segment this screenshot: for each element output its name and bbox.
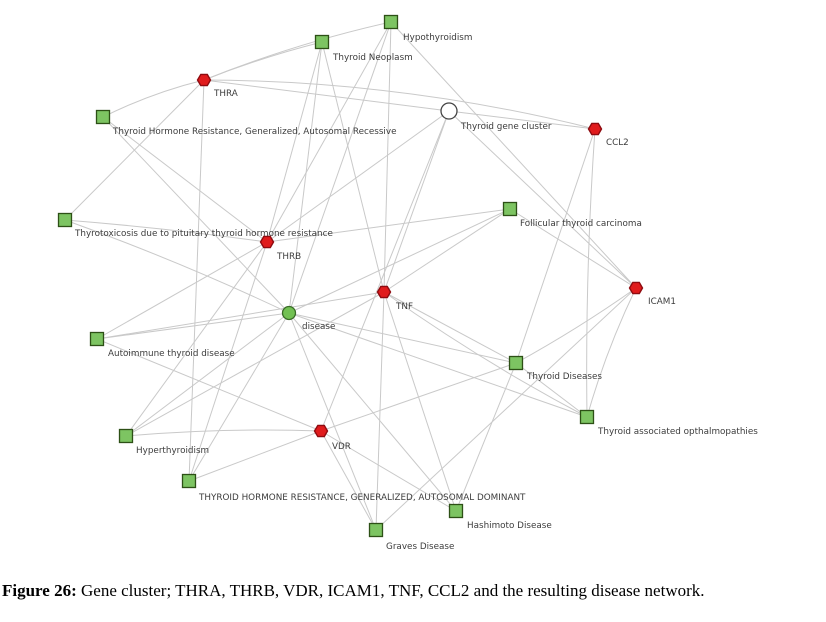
node-label-dominant: THYROID HORMONE RESISTANCE, GENERALIZED,… <box>198 493 526 503</box>
node-label-follicular: Follicular thyroid carcinoma <box>520 219 642 229</box>
edge-tnf-neoplasm <box>321 41 385 293</box>
node-label-tnf: TNF <box>395 302 413 312</box>
edge-thrb-hypothyroidism <box>266 21 392 243</box>
edge-disease-hashimoto <box>288 312 457 512</box>
node-ccl2 <box>587 122 603 136</box>
node-label-hyperthyroidism: Hyperthyroidism <box>136 446 209 456</box>
node-label-opthalmopathies: Thyroid associated opthalmopathies <box>597 427 758 437</box>
node-opthalmopathies <box>579 409 595 425</box>
edge-tnf-follicular <box>383 208 511 293</box>
edge-cluster-tnf <box>383 110 450 293</box>
edge-thrb-autoimmune <box>96 241 268 340</box>
node-label-disease: disease <box>302 322 335 332</box>
node-hyperthyroidism <box>118 428 134 444</box>
edge-thra-neoplasm <box>203 41 323 81</box>
edge-thrb-neoplasm <box>266 41 323 243</box>
node-label-cluster: Thyroid gene cluster <box>460 122 552 132</box>
edge-tnf-hashimoto <box>383 291 457 512</box>
edge-cluster-icam1 <box>448 110 637 289</box>
edge-icam1-opthalmopathies <box>586 287 637 418</box>
edge-tnf-hyperthyroidism <box>125 291 385 437</box>
edge-thra-ccl2 <box>203 79 596 130</box>
edge-ccl2-opthalmopathies <box>586 128 596 418</box>
edge-disease-graves <box>288 312 377 531</box>
edge-disease-follicular <box>288 208 511 314</box>
edge-disease-dominant <box>188 312 290 482</box>
node-label-thrb: THRB <box>276 252 301 262</box>
node-label-thra: THRA <box>213 89 238 99</box>
figure-caption-text: Gene cluster; THRA, THRB, VDR, ICAM1, TN… <box>76 581 705 600</box>
edge-vdr-graves <box>320 430 377 531</box>
edge-thrb-recessive <box>102 116 268 243</box>
edge-disease-thyroid_diseases <box>288 312 517 364</box>
node-label-autoimmune: Autoimmune thyroid disease <box>108 349 235 359</box>
node-graves <box>368 522 384 538</box>
node-cluster <box>440 102 458 120</box>
edge-cluster-ccl2 <box>448 110 596 130</box>
edge-tnf-graves <box>375 291 385 531</box>
edge-cluster-thrb <box>266 110 450 243</box>
edge-disease-recessive <box>102 116 290 314</box>
node-label-thyrotoxicosis: Thyrotoxicosis due to pituitary thyroid … <box>74 229 333 239</box>
network-svg: Hypothyroidism Thyroid Neoplasm THRA Thyroi… <box>57 14 758 552</box>
edge-disease-thyrotoxicosis <box>64 219 290 314</box>
node-thrb <box>259 235 275 249</box>
edge-thrb-thyrotoxicosis <box>64 219 268 243</box>
edge-disease-autoimmune <box>96 312 290 340</box>
edge-disease-hypothyroidism <box>288 21 392 314</box>
edge-icam1-follicular <box>509 208 637 289</box>
edge-vdr-thyroid_diseases <box>320 362 517 432</box>
node-thyroid_diseases <box>508 355 524 371</box>
edge-tnf-autoimmune <box>96 291 385 340</box>
node-follicular <box>502 201 518 217</box>
node-thyrotoxicosis <box>57 212 73 228</box>
node-neoplasm <box>314 34 330 50</box>
figure-caption-label: Figure 26: <box>2 581 77 600</box>
edge-disease-neoplasm <box>288 41 323 314</box>
node-disease <box>281 305 297 321</box>
node-vdr <box>313 424 329 438</box>
node-label-thyroid_diseases: Thyroid Diseases <box>526 372 602 382</box>
node-label-vdr: VDR <box>332 442 351 452</box>
edge-tnf-opthalmopathies <box>383 291 588 418</box>
edge-icam1-hypothyroidism <box>390 21 637 289</box>
node-label-recessive: Thyroid Hormone Resistance, Generalized,… <box>112 127 397 137</box>
figure-caption: Figure 26: Gene cluster; THRA, THRB, VDR… <box>2 581 824 601</box>
node-dominant <box>181 473 197 489</box>
node-autoimmune <box>89 331 105 347</box>
node-icam1 <box>628 281 644 295</box>
node-tnf <box>376 285 392 299</box>
edge-thra-recessive <box>102 79 205 118</box>
edge-ccl2-thyroid_diseases <box>515 128 596 364</box>
edge-vdr-dominant <box>188 430 322 482</box>
edge-thra-dominant <box>188 79 205 482</box>
node-label-ccl2: CCL2 <box>606 138 629 148</box>
edge-thrb-follicular <box>266 208 511 243</box>
edge-cluster-thra <box>203 79 450 112</box>
node-label-neoplasm: Thyroid Neoplasm <box>332 53 413 63</box>
node-hashimoto <box>448 503 464 519</box>
node-label-hypothyroidism: Hypothyroidism <box>403 33 472 43</box>
edge-vdr-hyperthyroidism <box>125 429 322 437</box>
node-recessive <box>95 109 111 125</box>
node-thra <box>196 73 212 87</box>
edge-tnf-hypothyroidism <box>383 21 392 293</box>
edge-icam1-thyroid_diseases <box>515 287 637 364</box>
edge-disease-opthalmopathies <box>288 312 588 418</box>
edge-icam1-graves <box>375 287 637 531</box>
edge-tnf-thyroid_diseases <box>383 291 517 364</box>
edge-thrb-hyperthyroidism <box>125 241 268 437</box>
node-label-icam1: ICAM1 <box>648 297 676 307</box>
edge-vdr-hashimoto <box>320 430 457 512</box>
edge-vdr-autoimmune <box>96 338 322 432</box>
node-label-hashimoto: Hashimoto Disease <box>467 521 552 531</box>
node-hypothyroidism <box>383 14 399 30</box>
edge-disease-hyperthyroidism <box>125 312 290 437</box>
edge-thyroid_diseases-hashimoto <box>455 362 517 512</box>
edge-thrb-dominant <box>188 241 268 482</box>
node-label-graves: Graves Disease <box>386 542 454 552</box>
